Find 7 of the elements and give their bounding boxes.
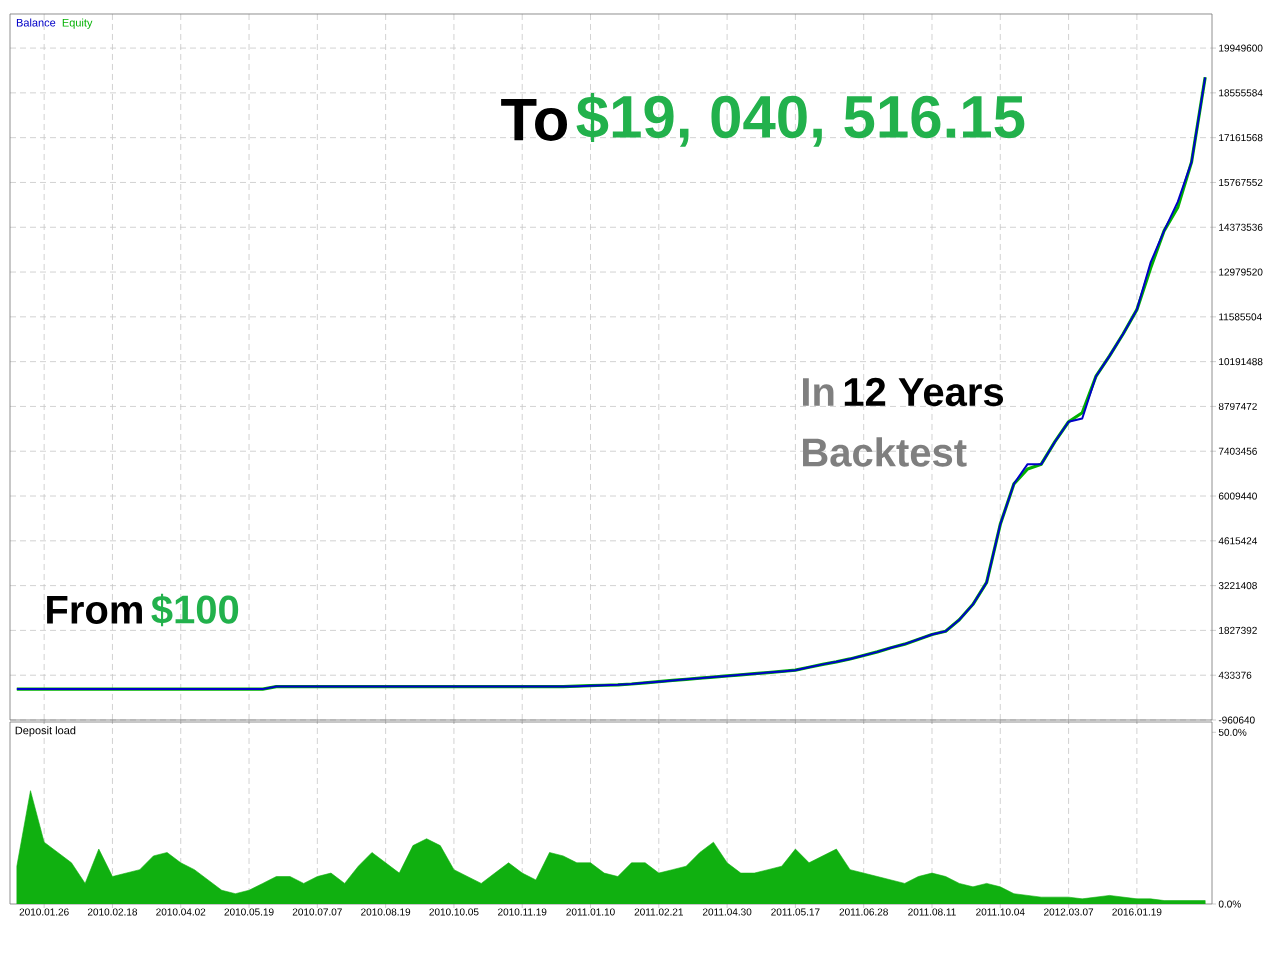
annotation: $100 [151, 593, 239, 627]
annotation: Backtest [803, 437, 967, 467]
annotation: $19, 040, 516.15 [576, 93, 1025, 147]
annotation: In [803, 378, 834, 406]
annotation: From [47, 596, 142, 624]
annotation: To [501, 99, 567, 141]
annotation: 12 Years [844, 377, 1004, 407]
